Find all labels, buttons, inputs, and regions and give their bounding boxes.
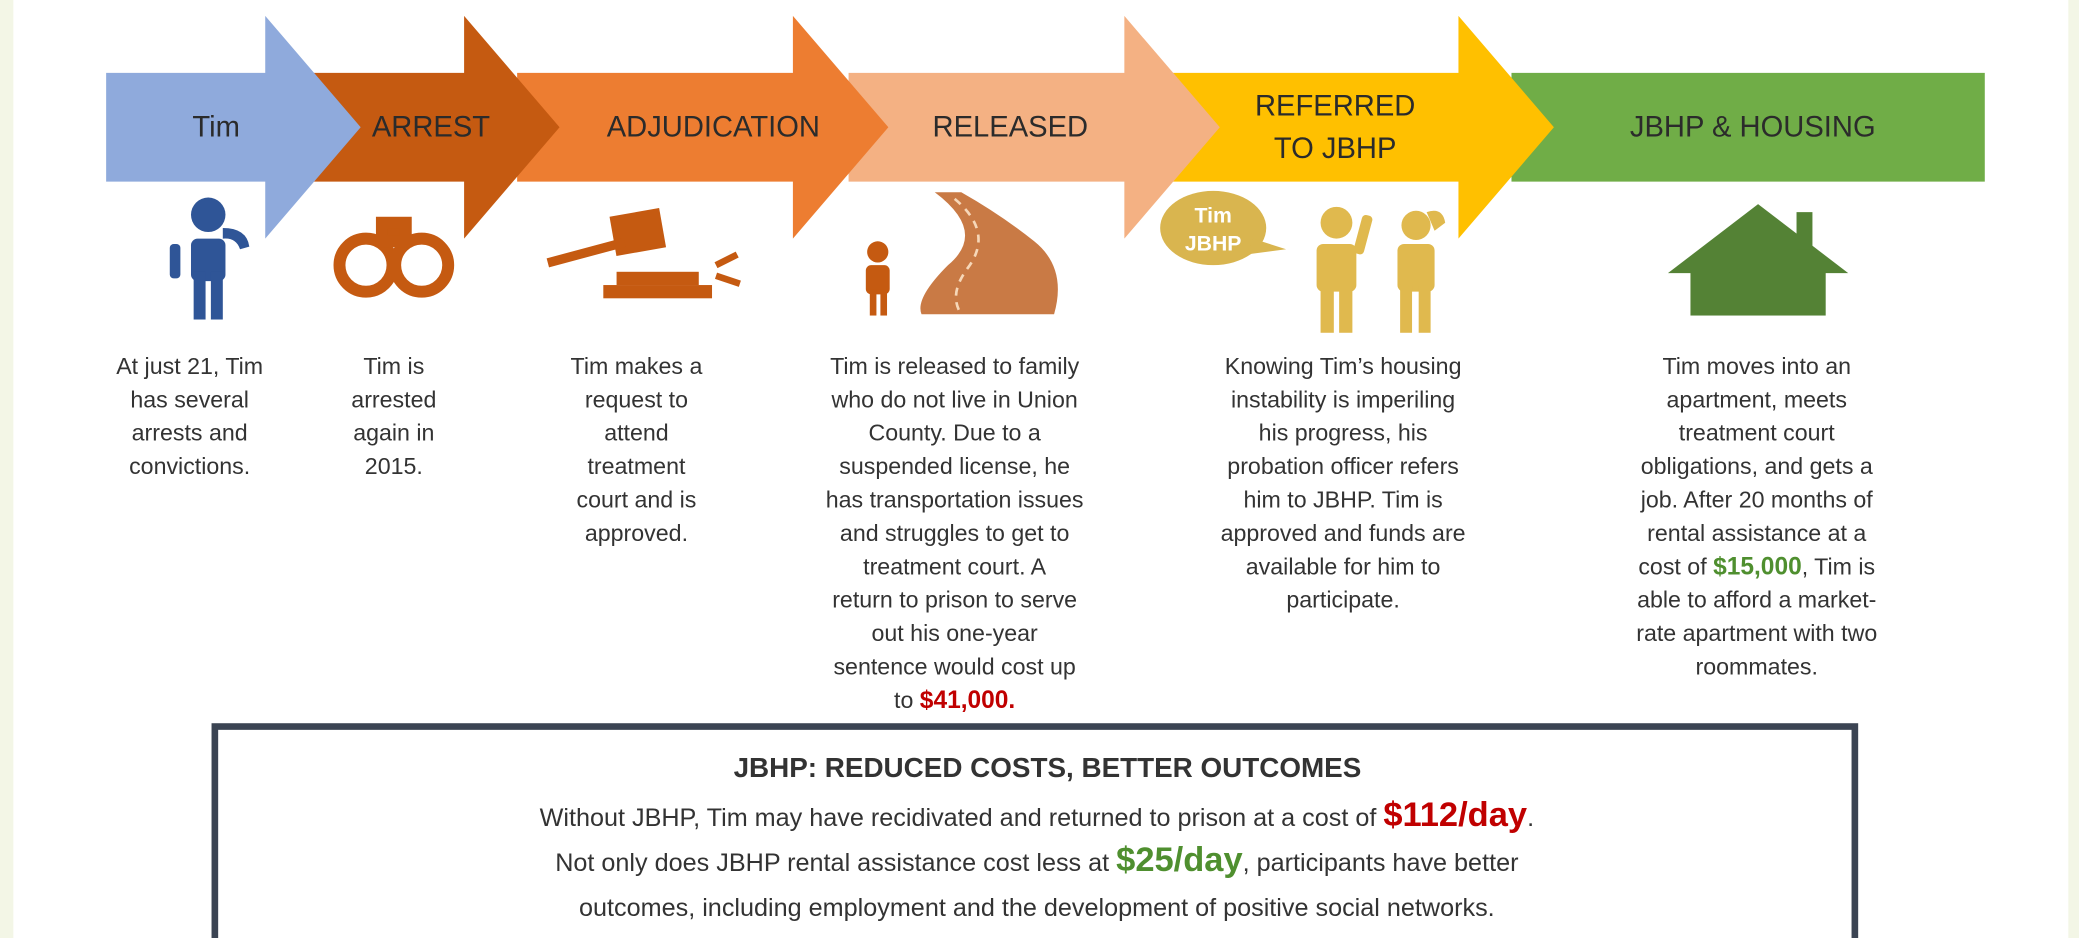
step-description: who do not live in Union bbox=[831, 386, 1078, 412]
gavel-icon bbox=[546, 208, 741, 299]
step-description: request to bbox=[585, 386, 688, 412]
step-description: County. Due to a bbox=[869, 420, 1041, 446]
bubble-label: JBHP bbox=[1185, 233, 1242, 256]
step-description: rate apartment with two bbox=[1636, 620, 1877, 646]
summary-line: Without JBHP, Tim may have recidivated a… bbox=[540, 796, 1534, 834]
step-label: ADJUDICATION bbox=[607, 112, 820, 144]
step-description: arrests and bbox=[132, 420, 248, 446]
text-segment: Not only does JBHP rental assistance cos… bbox=[555, 849, 1116, 877]
text-segment: . bbox=[1527, 804, 1534, 832]
people-icon bbox=[1316, 206, 1446, 333]
bubble-label: Tim bbox=[1195, 205, 1232, 228]
step-description: has several bbox=[130, 386, 249, 412]
step-arrow bbox=[305, 15, 560, 239]
arrows: Tim ARREST ADJUDICATION RELEASED REFERRED TO … bbox=[106, 15, 1985, 239]
step-description: able to afford a market- bbox=[1637, 587, 1876, 613]
step-description: rental assistance at a bbox=[1647, 520, 1866, 546]
text-segment: to bbox=[894, 687, 920, 713]
step-description: out his one-year bbox=[872, 620, 1039, 646]
step-description: instability is imperiling bbox=[1231, 386, 1455, 412]
handcuffs-icon bbox=[333, 216, 455, 298]
step-description: to $41,000. bbox=[894, 687, 1015, 714]
step-description: probation officer refers bbox=[1227, 453, 1459, 479]
step-description: apartment, meets bbox=[1667, 386, 1847, 412]
step-description: court and is bbox=[577, 487, 697, 513]
step-description: participate. bbox=[1286, 587, 1399, 613]
step-description: and struggles to get to bbox=[840, 520, 1069, 546]
text-segment: cost of bbox=[1638, 553, 1713, 579]
step-description: treatment court bbox=[1679, 420, 1835, 446]
step-description: obligations, and gets a bbox=[1641, 453, 1873, 479]
step-arrow bbox=[1166, 15, 1554, 239]
step-description: sentence would cost up bbox=[833, 654, 1075, 680]
summary-line: outcomes, including employment and the d… bbox=[579, 894, 1495, 922]
step-description: treatment bbox=[587, 453, 686, 479]
step-description: attend bbox=[604, 420, 668, 446]
descriptions: At just 21, Tim has several arrests and con… bbox=[116, 353, 1877, 714]
bubble-text: Tim JBHP bbox=[1185, 205, 1242, 256]
step-label: ARREST bbox=[372, 112, 490, 144]
step-description: approved and funds are bbox=[1221, 520, 1466, 546]
step-description: Knowing Tim’s housing bbox=[1225, 353, 1462, 379]
step-description: his progress, his bbox=[1259, 420, 1428, 446]
step-label: Tim bbox=[192, 112, 240, 144]
step-description: him to JBHP. Tim is bbox=[1243, 487, 1442, 513]
text-segment: , Tim is bbox=[1802, 553, 1875, 579]
text-segment: $15,000 bbox=[1713, 553, 1802, 580]
step-arrow bbox=[848, 15, 1220, 239]
step-description: Tim moves into an bbox=[1662, 353, 1851, 379]
step-arrow bbox=[517, 15, 889, 239]
step-description: 2015. bbox=[365, 453, 423, 479]
step-description: Tim is bbox=[363, 353, 424, 379]
step-label: JBHP & HOUSING bbox=[1630, 112, 1876, 144]
step-label: TO JBHP bbox=[1274, 133, 1397, 165]
text-segment: Without JBHP, Tim may have recidivated a… bbox=[540, 804, 1384, 832]
summary-line: Not only does JBHP rental assistance cos… bbox=[555, 841, 1518, 879]
step-description: Tim makes a bbox=[571, 353, 703, 379]
step-description: cost of $15,000, Tim is bbox=[1638, 553, 1875, 580]
summary-title: JBHP: REDUCED COSTS, BETTER OUTCOMES bbox=[734, 752, 1362, 783]
bubble-icon bbox=[1160, 190, 1287, 266]
road-icon bbox=[865, 192, 1058, 316]
step-arrow bbox=[106, 15, 361, 239]
summary-lines: Without JBHP, Tim may have recidivated a… bbox=[540, 796, 1534, 922]
step-description: suspended license, he bbox=[839, 453, 1070, 479]
icons bbox=[169, 190, 1849, 333]
text-segment: $41,000. bbox=[920, 687, 1015, 714]
text-segment: $25/day bbox=[1116, 841, 1242, 879]
summary-box bbox=[211, 723, 1859, 938]
person-icon bbox=[169, 197, 250, 320]
text-segment: outcomes, including employment and the d… bbox=[579, 894, 1495, 922]
step-description: job. After 20 months of bbox=[1640, 487, 1874, 513]
step-label: REFERRED bbox=[1255, 90, 1415, 122]
step-description: available for him to bbox=[1246, 553, 1441, 579]
step-description: Tim is released to family bbox=[830, 353, 1080, 379]
step-description: roommates. bbox=[1696, 654, 1818, 680]
house-icon bbox=[1667, 204, 1849, 316]
step-description: arrested bbox=[351, 386, 436, 412]
text-segment: $112/day bbox=[1383, 796, 1527, 834]
step-description: return to prison to serve bbox=[832, 587, 1077, 613]
step-label: RELEASED bbox=[933, 112, 1089, 144]
step-description: approved. bbox=[585, 520, 688, 546]
text-segment: , participants have better bbox=[1243, 849, 1519, 877]
step-description: convictions. bbox=[129, 453, 250, 479]
step-arrow bbox=[1511, 72, 1985, 182]
step-description: treatment court. A bbox=[863, 553, 1047, 579]
step-description: At just 21, Tim bbox=[116, 353, 263, 379]
step-description: has transportation issues bbox=[826, 487, 1084, 513]
step-description: again in bbox=[353, 420, 434, 446]
